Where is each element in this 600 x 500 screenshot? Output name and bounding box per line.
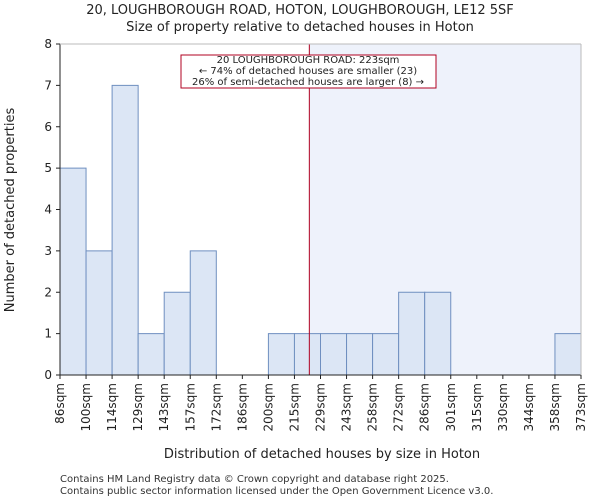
x-tick-label: 229sqm xyxy=(314,383,328,431)
x-tick-label: 157sqm xyxy=(183,383,197,431)
histogram-bar xyxy=(267,333,295,376)
x-tick-label: 86sqm xyxy=(53,383,67,424)
x-tick-label: 200sqm xyxy=(261,383,275,431)
chart-title: 20, LOUGHBOROUGH ROAD, HOTON, LOUGHBOROU… xyxy=(86,3,514,18)
histogram-bar xyxy=(59,167,87,376)
x-tick-label: 258sqm xyxy=(366,383,380,431)
x-tick-label: 301sqm xyxy=(444,383,458,431)
x-tick-label: 272sqm xyxy=(392,383,406,431)
x-tick-label: 172sqm xyxy=(209,383,223,431)
x-tick-label: 114sqm xyxy=(105,383,119,431)
histogram-bar xyxy=(85,250,113,376)
y-tick-label: 1 xyxy=(44,327,52,341)
histogram-bar xyxy=(398,291,426,376)
footer-line-1: Contains HM Land Registry data © Crown c… xyxy=(60,474,449,485)
annotation-border xyxy=(180,54,437,89)
histogram-bar xyxy=(111,84,139,376)
annotation-line-3: 26% of semi-detached houses are larger (… xyxy=(192,77,424,88)
histogram-bar xyxy=(163,291,191,376)
y-tick-label: 7 xyxy=(44,78,52,92)
y-tick-label: 8 xyxy=(44,37,52,51)
x-tick-label: 186sqm xyxy=(235,383,249,431)
histogram-bar xyxy=(372,333,400,376)
x-tick-label: 344sqm xyxy=(522,383,536,431)
footer-line-2: Contains public sector information licen… xyxy=(60,486,493,497)
annotation-box: 20 LOUGHBOROUGH ROAD: 223sqm ← 74% of de… xyxy=(180,54,437,89)
y-tick-label: 3 xyxy=(44,244,52,258)
y-tick-label: 4 xyxy=(44,203,52,217)
x-tick-label: 315sqm xyxy=(470,383,484,431)
histogram-bar xyxy=(346,333,374,376)
histogram-bar xyxy=(293,333,322,376)
chart-subtitle: Size of property relative to detached ho… xyxy=(126,20,474,35)
y-tick-label: 6 xyxy=(44,120,52,134)
x-tick-label: 330sqm xyxy=(496,383,510,431)
histogram-bar xyxy=(137,333,165,376)
histogram-bar xyxy=(189,250,217,376)
histogram-bar xyxy=(320,333,348,376)
annotation-line-1: 20 LOUGHBOROUGH ROAD: 223sqm xyxy=(217,55,400,66)
annotation-line-2: ← 74% of detached houses are smaller (23… xyxy=(199,66,417,77)
x-tick-label: 129sqm xyxy=(131,383,145,431)
histogram-bar xyxy=(424,291,452,376)
y-axis-label: Number of detached properties xyxy=(3,108,18,313)
x-tick-label: 373sqm xyxy=(574,383,588,431)
x-axis-label: Distribution of detached houses by size … xyxy=(164,447,480,462)
x-tick-label: 286sqm xyxy=(418,383,432,431)
y-tick-label: 0 xyxy=(44,368,52,382)
x-tick-label: 358sqm xyxy=(548,383,562,431)
x-tick-label: 143sqm xyxy=(157,383,171,431)
y-tick-label: 5 xyxy=(44,161,52,175)
x-tick-label: 215sqm xyxy=(287,383,301,431)
histogram-bar xyxy=(554,333,582,376)
x-tick-label: 243sqm xyxy=(340,383,354,431)
y-tick-label: 2 xyxy=(44,285,52,299)
x-tick-label: 100sqm xyxy=(79,383,93,431)
